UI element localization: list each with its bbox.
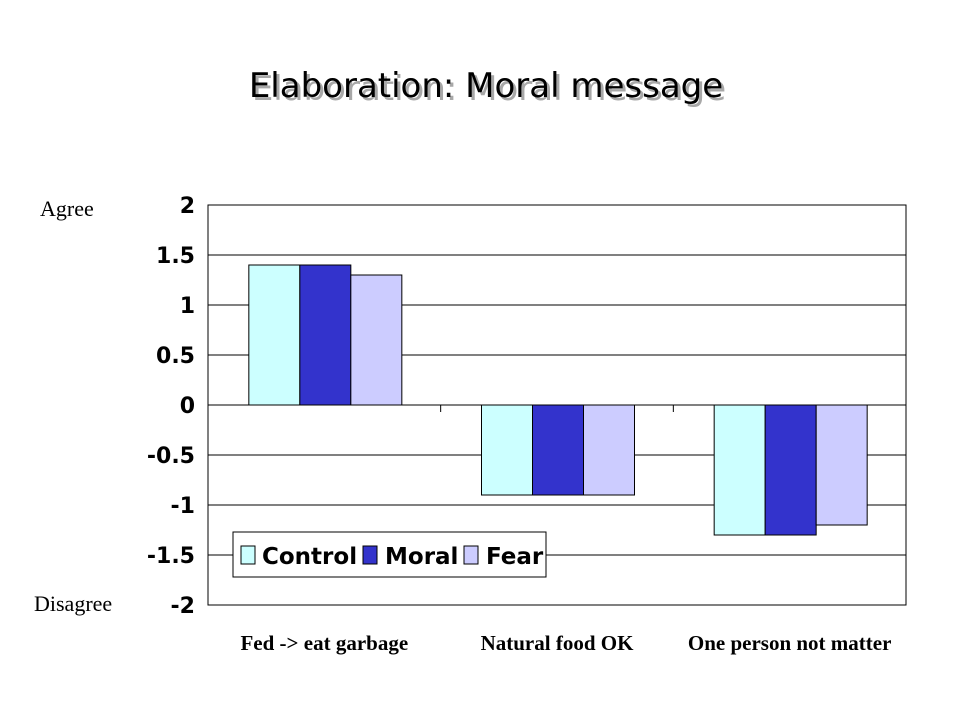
legend-swatch-moral [362,545,378,565]
bars [248,264,868,536]
category-labels: Fed -> eat garbage Natural food OK One per… [240,631,891,655]
legend-label-moral: Moral [385,544,458,570]
agree-label: Agree [40,196,94,221]
legend-label-control: Control [262,544,357,570]
y-tick-label: 1.5 [156,244,195,269]
y-tick-label: -2 [171,594,195,619]
y-tick-label: 0.5 [156,344,195,369]
y-tick-labels: 2 1.5 1 0.5 0 -0.5 -1 -1.5 -2 [147,194,195,619]
category-label: One person not matter [688,631,892,655]
legend-box [232,531,547,578]
category-ticks [440,405,674,412]
bar-control-3 [713,404,766,536]
legend: Control Moral Fear [232,531,547,578]
slide-title: Elaboration: Moral message [248,66,724,106]
bar-fear-1 [350,274,403,406]
legend-label-fear: Fear [486,544,544,570]
y-tick-label: 1 [180,294,195,319]
disagree-label: Disagree [34,591,113,616]
bar-moral-2 [532,404,584,496]
legend-swatch-fear [463,545,479,565]
category-label: Natural food OK [481,631,635,655]
bar-moral-3 [764,404,817,536]
category-label: Fed -> eat garbage [240,631,408,655]
bar-fear-3 [815,404,868,526]
y-tick-label: -0.5 [147,444,195,469]
bar-control-2 [481,404,533,496]
y-tick-label: 0 [180,394,195,419]
y-tick-label: -1.5 [147,544,195,569]
y-tick-label: 2 [180,194,195,219]
bar-control-1 [248,264,301,406]
legend-swatch-control [240,545,256,565]
bar-moral-1 [299,264,352,406]
bar-fear-2 [583,404,635,496]
y-tick-label: -1 [171,494,195,519]
